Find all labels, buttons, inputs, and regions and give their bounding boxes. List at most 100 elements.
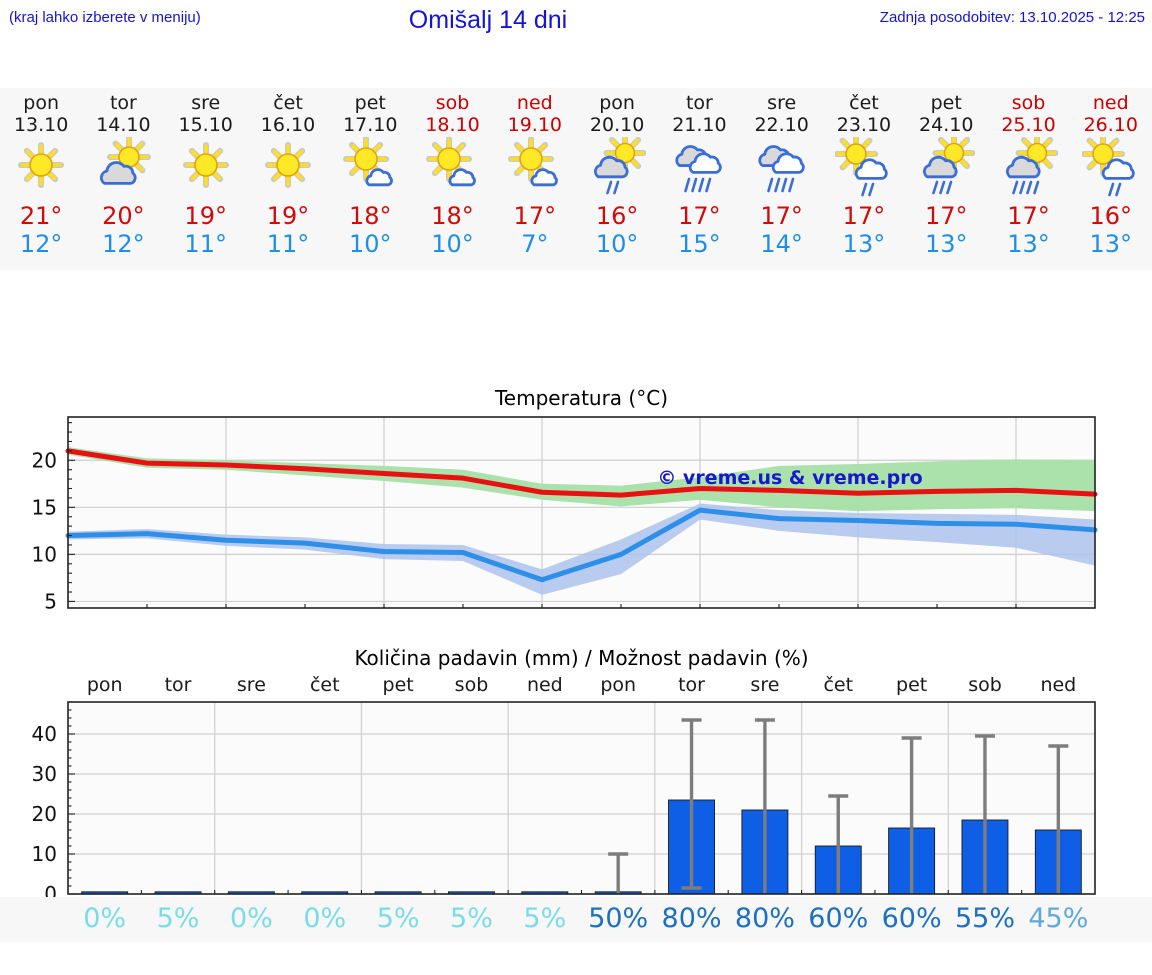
day-date: 20.10 bbox=[589, 114, 645, 136]
max-temperature: 21° bbox=[19, 202, 63, 230]
day-name: čet bbox=[273, 92, 303, 114]
precip-day-label: čet bbox=[823, 674, 854, 696]
day-column-26.10: ned 26.10 16° 13° bbox=[1070, 88, 1152, 270]
weather-icon-box bbox=[329, 137, 411, 201]
weather-icon-box bbox=[247, 137, 329, 201]
min-temperature: 11° bbox=[184, 230, 227, 258]
day-date: 16.10 bbox=[260, 114, 316, 136]
precip-day-label: pon bbox=[600, 674, 637, 696]
day-date: 25.10 bbox=[1001, 114, 1056, 136]
weather-icon-box bbox=[823, 137, 905, 201]
weather-icon-box bbox=[411, 137, 493, 201]
precipitation-chart: 0 10 20 30 40 bbox=[32, 701, 1096, 897]
max-temperature: 17° bbox=[513, 202, 557, 230]
sun-cloud-gray-rain-icon bbox=[594, 137, 647, 195]
precip-day-label: tor bbox=[164, 674, 192, 696]
day-name: sre bbox=[191, 92, 221, 114]
day-name: čet bbox=[849, 92, 879, 114]
min-temp-line bbox=[65, 507, 1098, 583]
precip-probability: 80% bbox=[661, 903, 722, 934]
page-title: Omišalj 14 dni bbox=[408, 6, 568, 34]
day-name: pet bbox=[930, 92, 962, 114]
min-temperature: 10° bbox=[348, 230, 392, 258]
day-date: 15.10 bbox=[178, 114, 233, 136]
sun-icon bbox=[264, 142, 311, 188]
max-temperature: 18° bbox=[348, 202, 392, 230]
y-axis-label: 20 bbox=[32, 448, 57, 472]
temperature-chart: 5 10 15 20 © vreme.us & vreme.pro bbox=[32, 416, 1098, 613]
max-temperature: 19° bbox=[184, 202, 227, 230]
min-temperature: 13° bbox=[924, 230, 968, 258]
plot-border bbox=[67, 701, 1096, 895]
day-name: pon bbox=[23, 92, 59, 114]
day-column-20.10: pon 20.10 16° 10° bbox=[576, 88, 658, 270]
weather-icon-box bbox=[82, 137, 164, 201]
day-column-24.10: pet 24.10 17° 13° bbox=[905, 88, 987, 270]
precip-probability: 5% bbox=[376, 903, 420, 934]
min-temperature: 15° bbox=[678, 230, 721, 258]
sun-cloud-gray-icon bbox=[100, 137, 152, 185]
max-temperature: 17° bbox=[678, 202, 721, 230]
sun-cloud-gray-rain-icon bbox=[1005, 137, 1058, 195]
precip-probability: 5% bbox=[523, 903, 567, 934]
sun-icon bbox=[18, 142, 65, 188]
day-name: tor bbox=[685, 92, 713, 114]
max-temperature: 17° bbox=[924, 202, 968, 230]
day-name: sob bbox=[1011, 92, 1046, 114]
weather-icon-box bbox=[0, 137, 82, 201]
max-temperature: 16° bbox=[1089, 202, 1133, 230]
precip-probability: 60% bbox=[881, 903, 942, 934]
day-column-15.10: sre 15.10 19° 11° bbox=[165, 88, 247, 270]
day-column-13.10: pon 13.10 21° 12° bbox=[0, 88, 82, 270]
day-column-16.10: čet 16.10 19° 11° bbox=[247, 88, 329, 270]
day-date: 23.10 bbox=[836, 114, 892, 136]
day-date: 24.10 bbox=[919, 114, 974, 136]
weather-icon-box bbox=[987, 137, 1069, 201]
y-axis-label: 20 bbox=[32, 802, 57, 826]
day-date: 19.10 bbox=[507, 114, 563, 136]
y-axis-label: 5 bbox=[44, 589, 57, 613]
y-axis-label: 40 bbox=[32, 722, 57, 746]
precip-probability: 60% bbox=[808, 903, 869, 934]
sun-icon bbox=[182, 142, 229, 188]
location-hint: (kraj lahko izberete v meniju) bbox=[9, 9, 201, 26]
plot-border bbox=[67, 416, 1096, 609]
precip-probability: 5% bbox=[156, 903, 200, 934]
day-column-23.10: čet 23.10 17° 13° bbox=[823, 88, 905, 270]
day-name: sre bbox=[767, 92, 797, 114]
y-axis-label: 30 bbox=[32, 762, 57, 786]
sun-cloud-gray-rain-icon bbox=[923, 137, 976, 195]
min-temperature: 7° bbox=[521, 230, 549, 258]
day-date: 21.10 bbox=[672, 114, 727, 136]
precip-day-label: sre bbox=[236, 674, 266, 696]
temperature-chart-title: Temperatura (°C) bbox=[494, 386, 668, 410]
day-column-25.10: sob 25.10 17° 13° bbox=[987, 88, 1069, 270]
day-date: 13.10 bbox=[13, 114, 69, 136]
day-column-22.10: sre 22.10 17° 14° bbox=[741, 88, 823, 270]
day-date: 26.10 bbox=[1083, 114, 1138, 136]
watermark: © vreme.us & vreme.pro bbox=[657, 467, 922, 489]
precip-day-label: sob bbox=[454, 674, 489, 696]
precip-probability: 0% bbox=[303, 903, 347, 934]
precip-probability: 50% bbox=[588, 903, 649, 934]
precip-day-label: pon bbox=[86, 674, 123, 696]
precip-day-label: sob bbox=[968, 674, 1002, 696]
day-date: 14.10 bbox=[96, 114, 151, 136]
day-date: 18.10 bbox=[425, 114, 480, 136]
precip-probability-row: 0% 5% 0% 0% 5% 5% 5% 50% 80% 80% 60% 60% 55% 45% bbox=[68, 897, 1095, 941]
weather-icon-box bbox=[1070, 137, 1152, 201]
day-name: ned bbox=[1092, 92, 1129, 114]
weather-icon-box bbox=[165, 137, 247, 201]
min-temperature: 10° bbox=[595, 230, 639, 258]
day-column-21.10: tor 21.10 17° 15° bbox=[658, 88, 740, 270]
forecast-strip: pon 13.10 21° 12° tor 14.10 20° 12° sre 15.10 19° 1… bbox=[0, 88, 1152, 270]
max-uncertainty-band bbox=[68, 447, 1095, 512]
y-axis-label: 10 bbox=[32, 542, 57, 566]
precip-day-label: sre bbox=[750, 674, 780, 696]
day-column-17.10: pet 17.10 18° 10° bbox=[329, 88, 411, 270]
last-updated-label: Zadnja posodobitev: 13.10.2025 - 12:25 bbox=[879, 9, 1145, 26]
max-temperature: 20° bbox=[102, 202, 145, 230]
precip-day-label: pet bbox=[896, 674, 928, 696]
min-temperature: 10° bbox=[431, 230, 474, 258]
sun-cloud-white-icon bbox=[507, 137, 558, 187]
